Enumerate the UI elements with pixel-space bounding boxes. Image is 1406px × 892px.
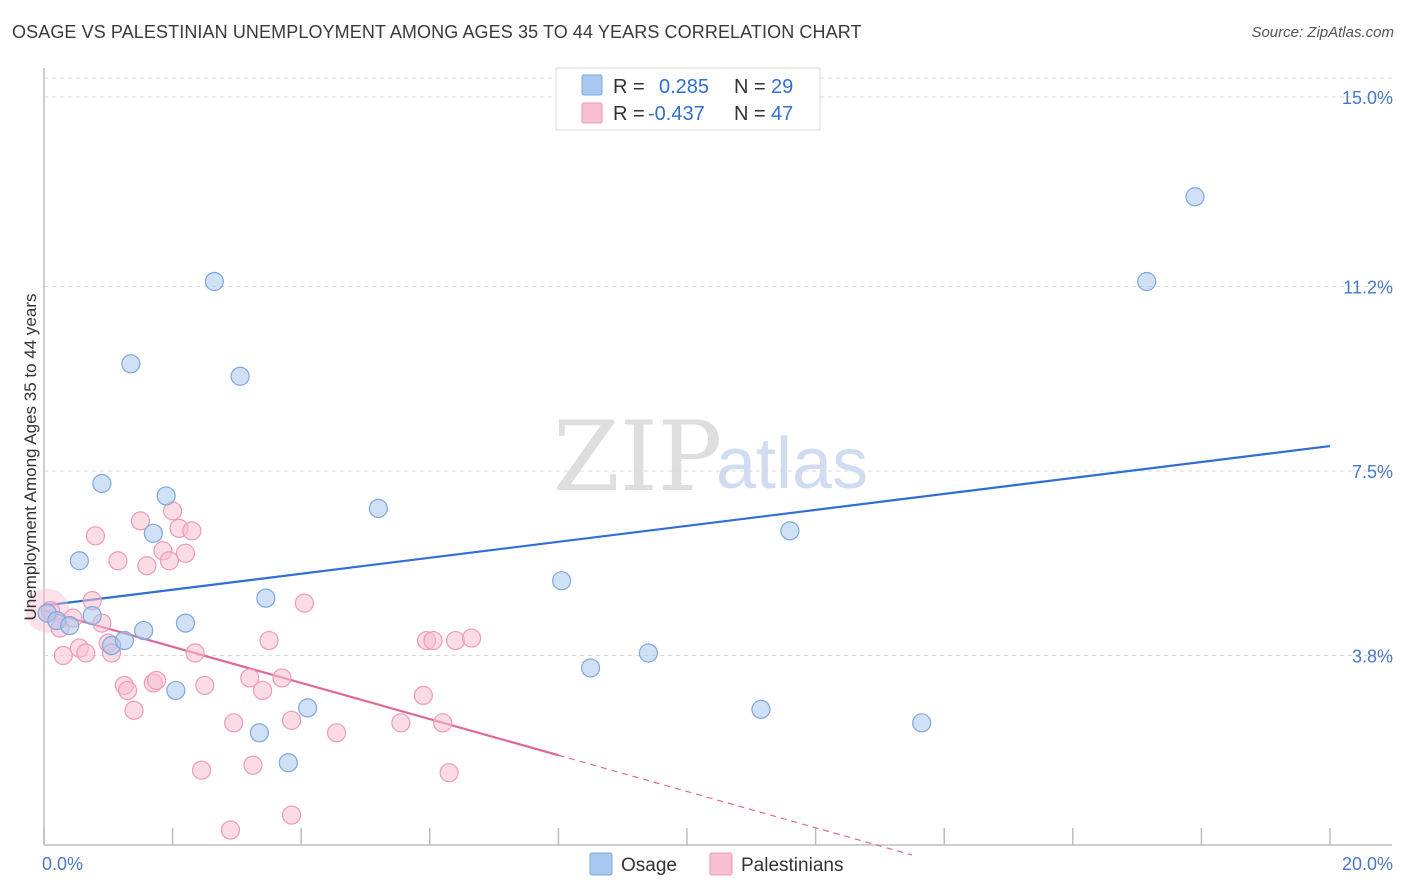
stats-legend: R = 0.285 N = 29 R = -0.437 N = 47: [555, 67, 821, 131]
palestinians-r-value: -0.437: [648, 103, 705, 125]
palestinians-point: [175, 543, 196, 563]
palestinians-point: [281, 710, 302, 730]
osage-point: [780, 521, 800, 541]
y-tick-label: 7.5%: [1352, 462, 1393, 482]
palestinians-point: [220, 820, 241, 840]
tick-labels: 3.8% 7.5% 11.2% 15.0% 0.0% 20.0%: [42, 88, 1393, 874]
legend-palestinians-label: Palestinians: [741, 855, 843, 876]
x-tick-label: 0.0%: [42, 854, 83, 874]
grid: [44, 77, 1392, 657]
palestinians-point: [326, 723, 347, 743]
palestinians-point: [240, 668, 260, 688]
palestinians-point: [130, 511, 151, 531]
y-tick-label: 11.2%: [1343, 277, 1393, 297]
osage-point: [751, 699, 771, 719]
osage-point: [298, 698, 318, 718]
palestinians-point: [185, 643, 205, 663]
osage-point: [166, 680, 186, 701]
legend-palestinians-swatch: [709, 852, 733, 876]
osage-point: [143, 523, 163, 543]
osage-point: [134, 620, 154, 641]
palestinians-point: [272, 668, 292, 688]
palestinians-point: [124, 700, 144, 720]
osage-swatch: [581, 74, 603, 96]
y-tick-label: 15.0%: [1342, 88, 1393, 108]
palestinians-point: [433, 713, 453, 733]
osage-point: [256, 588, 276, 608]
data-points: [25, 187, 1205, 840]
palestinians-point: [53, 645, 73, 666]
osage-point: [1185, 187, 1205, 207]
osage-point: [552, 571, 572, 591]
palestinians-swatch: [581, 102, 603, 124]
watermark-atlas: atlas: [716, 424, 868, 504]
osage-point: [204, 271, 224, 292]
palestinians-point: [281, 805, 302, 825]
legend-osage-swatch: [589, 852, 613, 876]
palestinians-point: [85, 526, 106, 546]
palestinians-point: [146, 670, 167, 691]
palestinians-n-value: 47: [771, 103, 793, 125]
series-legend: Osage Palestinians: [589, 852, 843, 876]
osage-point: [156, 486, 176, 506]
palestinians-point: [108, 551, 128, 571]
palestinians-point: [423, 630, 443, 651]
watermark: ZIP atlas: [553, 401, 868, 513]
osage-point: [912, 713, 932, 733]
palestinians-n-label: N =: [734, 103, 766, 125]
osage-point: [278, 753, 298, 773]
palestinians-point: [224, 713, 244, 733]
osage-n-value: 29: [771, 76, 793, 98]
palestinians-point: [182, 521, 202, 541]
palestinians-point: [137, 556, 157, 576]
osage-point: [92, 473, 112, 494]
osage-point: [121, 354, 141, 374]
x-tick-label: 20.0%: [1342, 854, 1393, 874]
osage-point: [82, 606, 102, 626]
palestinians-point: [253, 680, 273, 701]
osage-point: [60, 615, 80, 636]
osage-point: [638, 643, 659, 663]
palestinians-r-label: R =: [613, 103, 645, 125]
osage-r-label: R =: [613, 76, 645, 98]
osage-point: [175, 613, 196, 633]
palestinians-point: [461, 628, 482, 648]
osage-trend-line: [43, 444, 1331, 607]
osage-point: [69, 551, 89, 571]
chart-source: Source: ZipAtlas.com: [1251, 24, 1394, 41]
palestinians-point: [76, 643, 96, 663]
palestinians-point: [195, 675, 215, 696]
palestinians-point: [117, 680, 138, 701]
legend-osage-label: Osage: [621, 855, 677, 876]
watermark-zip: ZIP: [553, 401, 722, 513]
osage-point: [230, 366, 250, 386]
osage-point: [580, 658, 601, 678]
palestinians-point: [439, 763, 459, 783]
osage-point: [114, 630, 134, 651]
palestinians-point: [159, 551, 179, 571]
palestinians-point: [391, 713, 411, 733]
palestinians-point: [294, 593, 315, 613]
palestinians-point: [191, 760, 212, 780]
osage-r-value: 0.285: [659, 76, 709, 98]
palestinians-point: [445, 630, 466, 651]
palestinians-point: [243, 755, 263, 775]
y-axis-label: Unemployment Among Ages 35 to 44 years: [21, 294, 40, 621]
chart-title: OSAGE VS PALESTINIAN UNEMPLOYMENT AMONG …: [12, 22, 862, 42]
y-tick-label: 3.8%: [1352, 647, 1393, 667]
osage-point: [249, 723, 270, 743]
palestinians-point: [259, 630, 279, 651]
axes: [43, 68, 1392, 846]
osage-point: [368, 498, 388, 518]
osage-n-label: N =: [734, 76, 766, 98]
osage-point: [1137, 271, 1157, 292]
palestinians-point: [413, 685, 433, 706]
palestinians-trend-extension: [558, 754, 913, 856]
